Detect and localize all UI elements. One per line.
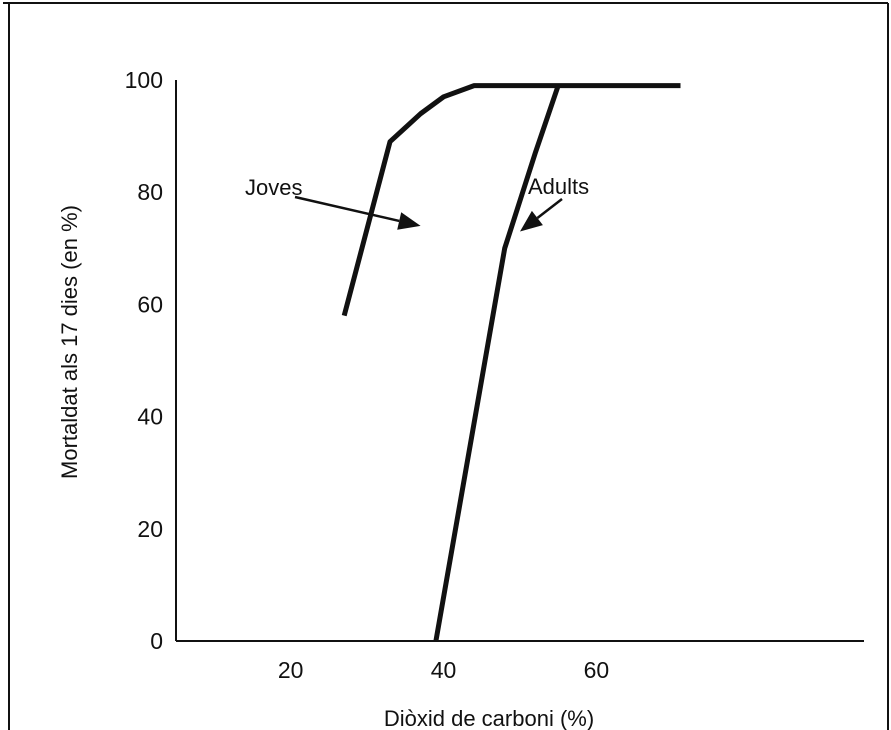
x-tick-label: 60 [584, 657, 610, 683]
annotation-label-adults: Adults [528, 174, 589, 199]
annotation-arrow-shaft [536, 198, 563, 220]
annotation-arrow-shaft [294, 195, 400, 223]
y-tick-label: 0 [150, 628, 163, 654]
x-tick-label: 20 [278, 657, 304, 683]
annotation-arrow-head [397, 212, 421, 230]
y-axis-title: Mortaldat als 17 dies (en %) [57, 205, 82, 479]
y-tick-label: 60 [137, 291, 163, 317]
x-axis-title: Diòxid de carboni (%) [384, 706, 594, 730]
y-tick-label: 80 [137, 179, 163, 205]
y-tick-label: 100 [125, 67, 163, 93]
series-line-adults [433, 84, 561, 642]
series-layer [341, 83, 681, 642]
y-tick-label: 40 [137, 404, 163, 430]
y-tick-label: 20 [137, 516, 163, 542]
x-tick-label: 40 [431, 657, 457, 683]
x-tick-labels: 20 40 60 [278, 657, 609, 683]
annotation-label-joves: Joves [245, 175, 302, 200]
series-line-joves [341, 83, 681, 317]
annotation-layer: Joves Adults [245, 174, 589, 232]
y-tick-labels: 0 20 40 60 80 100 [125, 67, 163, 654]
annotation-arrow-head [520, 210, 543, 232]
